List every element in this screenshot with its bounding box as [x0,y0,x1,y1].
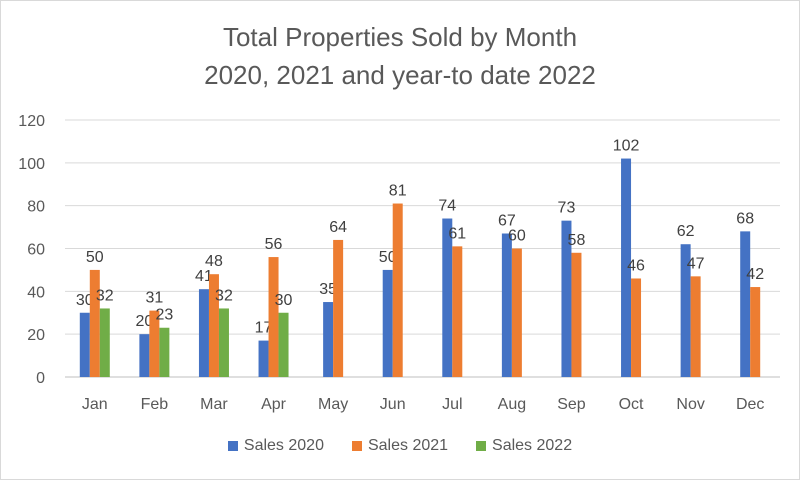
bar [218,308,229,377]
x-tick-label: Oct [619,396,644,413]
y-tick-label: 40 [27,284,45,301]
data-label: 60 [508,228,526,245]
data-label: 58 [568,232,586,249]
data-label: 61 [448,225,466,242]
bar [690,276,701,377]
chart-subtitle: 2020, 2021 and year-to date 2022 [204,60,596,90]
data-label: 31 [145,290,163,307]
bar [680,244,691,377]
bar [79,312,90,377]
data-label: 50 [379,249,397,266]
x-tick-label: Sep [557,396,586,413]
y-tick-label: 120 [18,113,45,130]
bar [621,158,632,377]
data-label: 17 [255,320,273,337]
data-label: 81 [389,183,407,200]
bar [208,274,219,377]
bar [750,287,761,377]
legend-item: Sales 2020 [227,437,324,455]
bar [149,310,160,377]
bar [268,257,279,377]
x-tick-label: Feb [141,396,169,413]
bar [442,218,453,377]
legend-label: Sales 2021 [367,437,449,454]
data-label: 47 [687,255,705,272]
legend-item: Sales 2021 [351,437,449,455]
bar [258,340,269,377]
bar [561,220,572,377]
legend-label: Sales 2020 [243,437,324,454]
bar [198,289,209,377]
data-label: 68 [736,210,754,227]
legend-swatch [476,441,487,451]
data-label: 46 [627,257,645,274]
bar [740,231,751,377]
bar [382,269,393,377]
x-tick-label: Mar [200,396,228,413]
bar [501,233,512,377]
data-label: 23 [155,307,173,324]
y-tick-label: 80 [27,199,45,216]
bar [89,269,100,377]
bar [631,278,642,377]
x-tick-label: Apr [261,396,287,413]
x-tick-label: Aug [498,396,526,413]
y-tick-label: 60 [27,242,45,259]
bar [511,248,522,377]
y-tick-label: 100 [18,156,45,173]
data-label: 30 [76,292,94,309]
x-tick-label: Jul [442,396,462,413]
bar [452,246,463,377]
data-label: 48 [205,253,223,270]
bar [278,312,289,377]
bar [333,239,344,377]
data-label: 62 [677,223,695,240]
legend-item: Sales 2022 [476,437,572,455]
data-label: 67 [498,213,516,230]
x-tick-label: Nov [676,396,704,413]
x-tick-label: Dec [736,396,764,413]
data-label: 20 [135,313,153,330]
y-tick-label: 0 [36,370,45,387]
bar [392,203,403,377]
data-label: 56 [265,236,283,253]
x-tick-label: Jan [82,396,108,413]
legend-swatch [351,441,362,451]
chart-legend: Sales 2020 Sales 2021 Sales 2022 [0,437,800,455]
bar [323,302,334,377]
x-tick-label: May [318,396,348,413]
x-tick-label: Jun [380,396,406,413]
data-label: 102 [613,138,640,155]
data-label: 35 [319,281,337,298]
bar [99,308,110,377]
bar [139,334,150,377]
bar [159,327,170,377]
legend-swatch [227,441,238,451]
data-label: 74 [438,198,456,215]
data-label: 41 [195,268,213,285]
y-tick-label: 20 [27,327,45,344]
data-label: 30 [275,292,293,309]
data-label: 32 [96,287,114,304]
chart-title: Total Properties Sold by Month [222,22,578,52]
data-label: 32 [215,287,233,304]
data-label: 64 [329,219,347,236]
bar [571,252,582,377]
data-label: 50 [86,249,104,266]
legend-label: Sales 2022 [492,437,573,454]
data-label: 73 [558,200,576,217]
data-label: 42 [746,266,764,283]
